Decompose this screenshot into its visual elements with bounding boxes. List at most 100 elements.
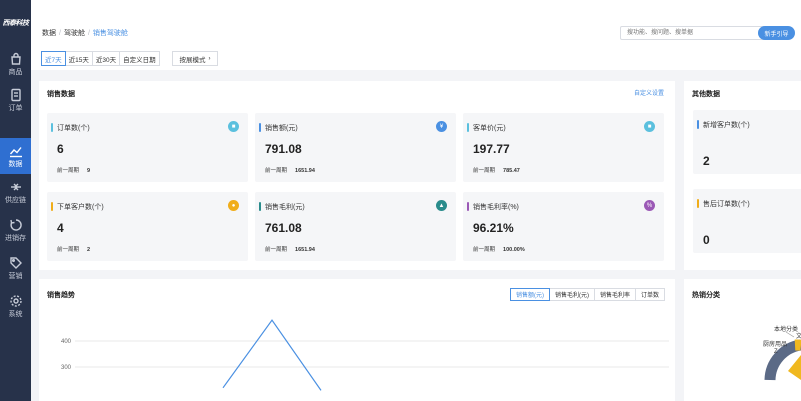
logo: 西泰科技 xyxy=(2,20,30,27)
metric-card: 销售毛利(元) ▲ 761.08 前一周期 1651.94 xyxy=(255,192,456,261)
sales-data-panel: 销售数据 自定义设置 订单数(个) ■ 6 前一周期 9 销售额(元) ¥791.08 前一周… xyxy=(39,81,675,270)
cycle-icon xyxy=(9,218,22,231)
card-title: 售后订单数(个) xyxy=(703,201,750,208)
hot-categories-donut: 本地分类 文 厨房用品 Z xyxy=(763,325,801,381)
range-custom[interactable]: 自定义日期 xyxy=(119,51,160,66)
sidebar-item[interactable]: 订单 xyxy=(0,82,31,118)
sales-trend-chart: 300 400 xyxy=(61,319,669,391)
series-line xyxy=(222,319,322,391)
card-title: 新增客户数(个) xyxy=(703,122,750,129)
donut-label: 厨房用品 xyxy=(763,340,787,348)
metric-card: 客单价(元) ■ 197.77 前一周期 785.47 xyxy=(463,113,664,182)
card-accent-bar xyxy=(697,120,699,129)
breadcrumb-item[interactable]: 数据 xyxy=(42,30,56,37)
donut-label: 本地分类 xyxy=(774,325,798,333)
prev-label: 前一周期 xyxy=(57,247,80,253)
prev-label: 前一周期 xyxy=(473,168,496,174)
tab-gross-margin[interactable]: 销售毛利率 xyxy=(594,288,637,301)
card-title: 销售毛利(元) xyxy=(265,204,305,211)
tag-icon xyxy=(9,256,22,269)
donut-label: 文 xyxy=(796,332,801,340)
card-previous: 前一周期 1651.94 xyxy=(265,245,315,253)
card-accent-bar xyxy=(51,123,53,132)
metric-icon: ¥ xyxy=(436,121,447,132)
card-previous: 前一周期 2 xyxy=(57,245,90,253)
card-value: 197.77 xyxy=(473,142,510,156)
sidebar-item-label: 订单 xyxy=(8,104,23,112)
breadcrumb-item[interactable]: 驾驶舱 xyxy=(63,30,85,37)
breadcrumb: 数据 / 驾驶舱 / 销售驾驶舱 xyxy=(42,30,128,37)
sidebar: 西泰科技 商品订单数据供应链进销存营销系统 xyxy=(0,0,31,401)
card-value: 96.21% xyxy=(473,221,514,235)
trend-panel-title: 销售趋势 xyxy=(47,292,75,299)
breadcrumb-current: 销售驾驶舱 xyxy=(92,30,128,37)
trend-tabs: 销售额(元) 销售毛利(元) 销售毛利率 订单数 xyxy=(510,288,666,301)
card-value: 0 xyxy=(703,233,710,247)
card-title: 下单客户数(个) xyxy=(57,204,104,211)
other-panel-title: 其他数据 xyxy=(692,91,720,98)
sidebar-item-label: 系统 xyxy=(8,310,23,318)
range-30-days[interactable]: 近30天 xyxy=(91,51,121,66)
search-input[interactable] xyxy=(627,27,762,39)
bag-icon xyxy=(10,52,21,65)
prev-value: 9 xyxy=(87,168,91,174)
sidebar-item-label: 进销存 xyxy=(5,234,26,242)
card-title: 销售毛利率(%) xyxy=(473,204,519,211)
other-data-panel: 其他数据 新增客户数(个) 2 售后订单数(个) 0 xyxy=(684,81,801,270)
sidebar-item[interactable]: 营销 xyxy=(0,250,31,286)
metric-card: 销售额(元) ¥791.08 前一周期 1651.94 xyxy=(255,113,456,182)
prev-label: 前一周期 xyxy=(473,247,496,253)
sidebar-item[interactable]: 商品 xyxy=(0,46,31,82)
card-value: 4 xyxy=(57,221,64,235)
link-icon xyxy=(10,183,21,190)
sales-panel-title: 销售数据 xyxy=(47,91,75,98)
card-accent-bar xyxy=(467,202,469,211)
card-title: 客单价(元) xyxy=(473,125,506,132)
sales-trend-panel: 销售趋势 销售额(元) 销售毛利(元) 销售毛利率 订单数 300 400 xyxy=(39,279,675,401)
prev-value: 100.00% xyxy=(503,247,525,253)
prev-label: 前一周期 xyxy=(265,247,288,253)
hot-categories-panel: 热销分类 本地分类 文 厨房用品 Z xyxy=(684,279,801,401)
sidebar-item[interactable]: 进销存 xyxy=(0,212,31,248)
prev-value: 1651.94 xyxy=(295,168,315,174)
card-value: 761.08 xyxy=(265,221,302,235)
new-customers-card: 新增客户数(个) 2 xyxy=(693,110,801,174)
date-range-group: 近7天 近15天 近30天 自定义日期 xyxy=(41,51,160,66)
prev-value: 1651.94 xyxy=(295,247,315,253)
metric-icon: ● xyxy=(228,200,239,211)
sidebar-item[interactable]: 系统 xyxy=(0,288,31,324)
card-accent-bar xyxy=(259,123,261,132)
gear-icon xyxy=(9,294,22,307)
card-accent-bar xyxy=(259,202,261,211)
layout-mode-label: 按展模式 xyxy=(179,56,206,64)
card-value: 791.08 xyxy=(265,142,302,156)
metric-icon: % xyxy=(644,200,655,211)
sidebar-item[interactable]: 供应链 xyxy=(0,174,31,210)
card-accent-bar xyxy=(467,123,469,132)
card-previous: 前一周期 9 xyxy=(57,166,90,174)
card-accent-bar xyxy=(51,202,53,211)
card-value: 6 xyxy=(57,142,64,156)
donut-label: Z xyxy=(774,349,778,355)
metric-icon: ▲ xyxy=(436,200,447,211)
layout-mode-button[interactable]: 按展模式 › xyxy=(172,51,218,66)
range-7-days[interactable]: 近7天 xyxy=(41,51,66,66)
sidebar-item[interactable]: 数据 xyxy=(0,138,31,174)
metric-card: 下单客户数(个) ● 4 前一周期 2 xyxy=(47,192,248,261)
tab-sales-amount[interactable]: 销售额(元) xyxy=(510,288,550,301)
prev-label: 前一周期 xyxy=(57,168,80,174)
y-tick-label: 400 xyxy=(61,339,72,345)
sidebar-item-label: 数据 xyxy=(8,160,23,168)
card-title: 订单数(个) xyxy=(57,125,90,132)
custom-settings-link[interactable]: 自定义设置 xyxy=(633,91,664,97)
card-previous: 前一周期 1651.94 xyxy=(265,166,315,174)
chart-line-icon xyxy=(9,146,22,157)
hot-panel-title: 热销分类 xyxy=(692,292,720,299)
y-tick-label: 300 xyxy=(61,365,72,371)
after-sales-card: 售后订单数(个) 0 xyxy=(693,189,801,253)
range-15-days[interactable]: 近15天 xyxy=(64,51,93,66)
metric-card: 订单数(个) ■ 6 前一周期 9 xyxy=(47,113,248,182)
guide-button[interactable]: 新手引导 xyxy=(758,26,795,40)
tab-order-count[interactable]: 订单数 xyxy=(635,288,666,301)
chevron-right-icon: › xyxy=(208,55,211,62)
